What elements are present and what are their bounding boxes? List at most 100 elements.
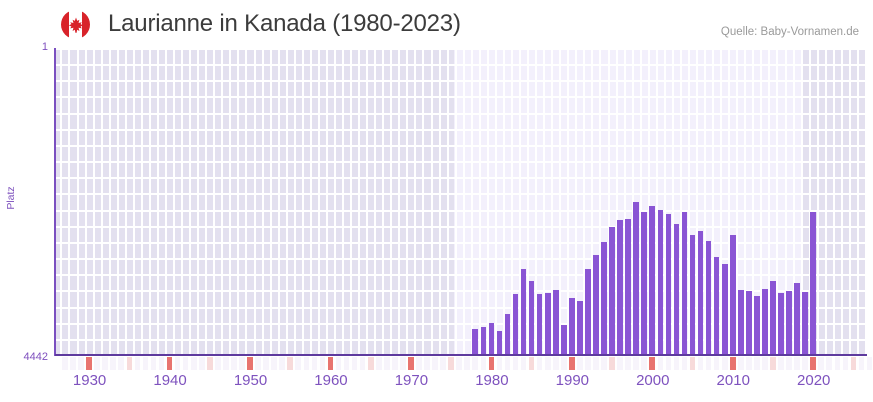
y-axis-line bbox=[54, 48, 56, 356]
bar-1990[interactable] bbox=[569, 298, 575, 355]
x-tick-half-decade bbox=[609, 357, 615, 370]
x-tick-year bbox=[255, 357, 261, 370]
bar-2014[interactable] bbox=[762, 289, 768, 355]
bar-2017[interactable] bbox=[786, 291, 792, 355]
x-tick-year bbox=[351, 357, 358, 370]
grid-line-vertical bbox=[551, 48, 554, 355]
bar-2013[interactable] bbox=[754, 296, 760, 355]
bar-1984[interactable] bbox=[520, 269, 527, 355]
x-tick-half-decade bbox=[367, 357, 374, 370]
grid-line-horizontal bbox=[55, 161, 866, 163]
bar-1989[interactable] bbox=[560, 325, 567, 355]
bar-1996[interactable] bbox=[617, 220, 623, 355]
bar-2008[interactable] bbox=[713, 257, 720, 355]
bar-1979[interactable] bbox=[480, 327, 487, 355]
grid-line-vertical bbox=[221, 48, 224, 355]
grid-line-vertical bbox=[840, 48, 843, 355]
plot-area bbox=[55, 48, 866, 355]
bar-1980[interactable] bbox=[488, 323, 495, 355]
x-tick-decade bbox=[247, 357, 253, 370]
bar-2002[interactable] bbox=[665, 214, 672, 355]
bar-2018[interactable] bbox=[794, 283, 800, 355]
bar-1981[interactable] bbox=[496, 331, 503, 355]
canada-flag-icon bbox=[61, 10, 90, 39]
x-tick-year bbox=[319, 357, 326, 370]
x-tick-year bbox=[520, 357, 527, 370]
grid-line-horizontal bbox=[55, 145, 866, 147]
bar-2006[interactable] bbox=[697, 231, 704, 355]
bar-1995[interactable] bbox=[609, 227, 615, 355]
x-tick-year bbox=[737, 357, 744, 370]
bar-1997[interactable] bbox=[625, 219, 631, 355]
x-tick-year bbox=[432, 357, 438, 370]
x-tick-year bbox=[70, 357, 76, 370]
bar-2015[interactable] bbox=[770, 281, 776, 355]
bar-1999[interactable] bbox=[641, 212, 648, 355]
grid-line-horizontal bbox=[55, 226, 866, 228]
x-tick-year bbox=[842, 357, 849, 370]
bar-1985[interactable] bbox=[528, 281, 535, 355]
bar-2005[interactable] bbox=[689, 235, 696, 355]
x-tick-year bbox=[392, 357, 398, 370]
grid-line-horizontal bbox=[55, 129, 866, 131]
grid-line-vertical bbox=[301, 48, 304, 355]
grid-line-vertical bbox=[728, 48, 731, 355]
grid-line-horizontal bbox=[55, 274, 866, 276]
grid-line-vertical bbox=[229, 48, 232, 355]
grid-line-vertical bbox=[824, 48, 827, 355]
bar-1978[interactable] bbox=[472, 329, 479, 355]
grid-line-vertical bbox=[366, 48, 369, 355]
bar-2003[interactable] bbox=[673, 224, 680, 355]
grid-line-vertical bbox=[181, 48, 184, 355]
grid-line-vertical bbox=[816, 48, 819, 355]
x-axis-label-2020: 2020 bbox=[797, 372, 831, 389]
grid-line-vertical bbox=[333, 48, 336, 355]
bar-1983[interactable] bbox=[512, 294, 519, 355]
grid-line-vertical bbox=[519, 48, 522, 355]
x-tick-decade bbox=[649, 357, 656, 370]
bar-2019[interactable] bbox=[802, 292, 808, 355]
bar-2000[interactable] bbox=[649, 206, 656, 355]
grid-line-vertical bbox=[679, 48, 682, 355]
grid-line-vertical bbox=[293, 48, 296, 355]
grid-line-vertical bbox=[808, 48, 811, 355]
bar-2009[interactable] bbox=[721, 264, 728, 355]
x-tick-year bbox=[311, 357, 318, 370]
bar-2016[interactable] bbox=[778, 293, 784, 355]
x-axis-label-2000: 2000 bbox=[636, 372, 670, 389]
grid-line-vertical bbox=[124, 48, 127, 355]
grid-line-vertical bbox=[559, 48, 562, 355]
bar-1993[interactable] bbox=[593, 255, 599, 355]
bar-1992[interactable] bbox=[585, 269, 591, 355]
grid-line-vertical bbox=[406, 48, 409, 355]
bar-2020[interactable] bbox=[810, 212, 817, 355]
x-tick-year bbox=[174, 357, 181, 370]
bar-1987[interactable] bbox=[544, 293, 551, 355]
grid-line-horizontal bbox=[55, 48, 866, 50]
grid-line-horizontal bbox=[55, 64, 866, 66]
bar-2001[interactable] bbox=[657, 210, 664, 355]
x-tick-year bbox=[335, 357, 342, 370]
bar-1988[interactable] bbox=[552, 290, 559, 355]
bar-1998[interactable] bbox=[633, 202, 640, 355]
bar-2012[interactable] bbox=[746, 291, 752, 355]
x-tick-year bbox=[762, 357, 768, 370]
bar-1982[interactable] bbox=[504, 314, 511, 355]
bar-2007[interactable] bbox=[705, 241, 712, 355]
grid-line-vertical bbox=[382, 48, 385, 355]
x-tick-year bbox=[198, 357, 205, 370]
grid-line-vertical bbox=[100, 48, 103, 355]
bar-1986[interactable] bbox=[536, 294, 543, 355]
grid-line-vertical bbox=[663, 48, 666, 355]
x-tick-year bbox=[577, 357, 583, 370]
bar-2010[interactable] bbox=[729, 235, 736, 355]
x-tick-year bbox=[641, 357, 648, 370]
bar-2011[interactable] bbox=[737, 290, 744, 355]
x-tick-year bbox=[665, 357, 672, 370]
bar-1991[interactable] bbox=[577, 301, 583, 355]
grid-line-vertical bbox=[800, 48, 803, 355]
x-tick-year bbox=[786, 357, 792, 370]
x-tick-year bbox=[102, 357, 108, 370]
bar-1994[interactable] bbox=[601, 242, 607, 355]
bar-2004[interactable] bbox=[681, 212, 688, 355]
